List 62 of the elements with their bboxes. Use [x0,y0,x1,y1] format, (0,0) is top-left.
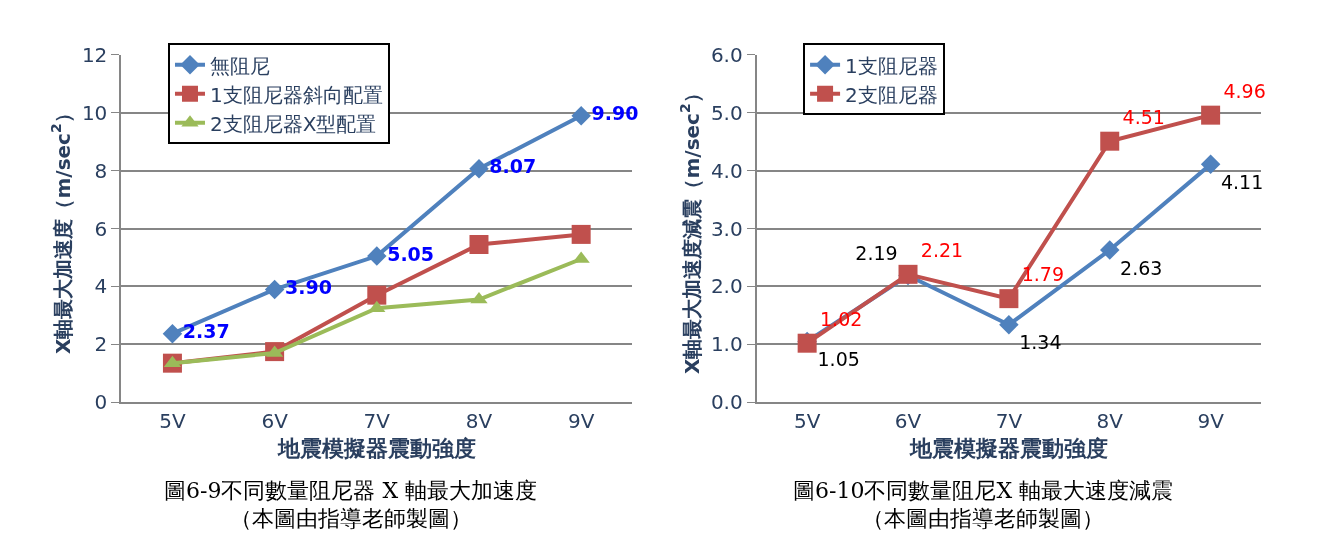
data-label: 1.05 [817,348,860,371]
x-tick-label: 7V [363,409,391,434]
data-label: 2.21 [920,238,964,261]
x-tick-label: 5V [793,409,821,434]
x-tick-label: 7V [995,409,1023,434]
point [469,158,489,179]
point [1200,154,1221,175]
data-label: 4.51 [1122,105,1165,128]
caption: 圖6-10不同數量阻尼X 軸最大速度減震 [793,478,1174,503]
x-axis-title: 地震模擬器震動強度 [276,435,476,461]
y-tick-label: 6 [94,216,108,241]
data-label: 2.37 [182,320,230,343]
point [367,285,387,305]
x-tick-label: 8V [1096,409,1124,434]
x-tick-label: 6V [894,409,922,434]
caption: 圖6-9不同數量阻尼器 X 軸最大加速度 [164,478,538,503]
x-tick-label: 9V [567,409,595,434]
data-label: 1.34 [1019,331,1062,354]
x-tick-label: 6V [261,409,289,434]
y-tick-label: 1.0 [710,332,743,357]
legend-label: 2支阻尼器X型配置 [209,111,377,136]
point [367,246,387,266]
point [1100,131,1120,151]
x-tick-label: 8V [465,409,493,434]
point [1201,105,1221,125]
data-label: 9.90 [591,102,639,125]
y-tick-label: 8 [94,158,108,183]
y-tick-label: 4 [94,274,108,299]
y-tick-label: 0.0 [710,390,743,415]
data-label: 4.96 [1223,79,1266,102]
point [571,105,591,126]
x-tick-label: 9V [1197,409,1225,434]
text: （本圖由指導老師製圖） [862,506,1104,531]
point [162,323,183,344]
legend-label: 2支阻尼器 [845,82,938,107]
y-tick-label: 2 [94,332,108,357]
data-label: 4.11 [1220,170,1264,193]
legend-label: 1支阻尼器斜向配置 [209,82,383,107]
legend-label: 1支阻尼器 [845,53,938,78]
y-tick-label: 4.0 [710,158,743,183]
point [571,224,591,244]
data-label: 3.90 [284,276,332,299]
data-label: 8.07 [489,155,537,178]
point [264,279,285,300]
x-axis-title: 地震模擬器震動強度 [908,435,1108,461]
text: （本圖由指導老師製圖） [230,506,472,531]
y-tick-label: 2.0 [710,274,743,299]
y-tick-label: 12 [81,42,108,67]
data-label: 2.63 [1120,256,1163,279]
point [469,235,489,255]
y-tick-label: 0 [94,390,108,415]
x-tick-label: 5V [159,409,186,434]
point [999,314,1019,335]
y-tick-label: 10 [81,100,108,125]
point [999,289,1019,309]
point [1100,240,1120,260]
legend-label: 無阻尼 [209,53,270,78]
y-tick-label: 6.0 [710,42,743,67]
y-tick-label: 5.0 [710,100,743,125]
y-tick-label: 3.0 [710,216,743,241]
data-label: 2.19 [855,242,898,265]
data-label: 5.05 [387,242,435,265]
